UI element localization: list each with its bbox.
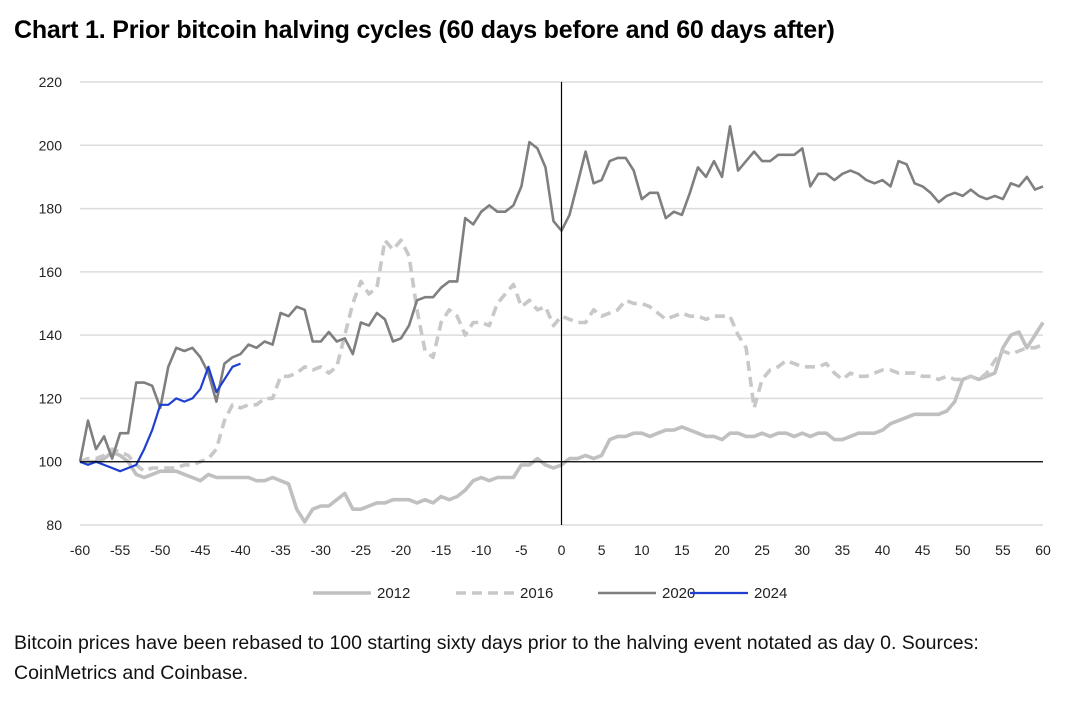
x-tick-label: -10 [471,542,491,558]
x-tick-label: 15 [674,542,690,558]
x-tick-label: 50 [955,542,971,558]
y-tick-label: 140 [39,327,63,343]
y-tick-label: 180 [39,201,63,217]
x-tick-label: -45 [190,542,210,558]
x-tick-label: -5 [515,542,528,558]
x-tick-label: 40 [875,542,891,558]
x-tick-label: -15 [431,542,451,558]
x-tick-label: -55 [110,542,130,558]
legend-label-2024: 2024 [754,585,787,602]
x-tick-label: 20 [714,542,730,558]
y-tick-label: 100 [39,454,63,470]
x-tick-label: -40 [230,542,250,558]
x-tick-label: 25 [754,542,770,558]
x-tick-label: 10 [634,542,650,558]
y-tick-label: 120 [39,390,63,406]
x-tick-label: 0 [558,542,566,558]
series-line-2016 [79,238,1044,474]
y-tick-label: 160 [39,264,63,280]
chart-caption: Bitcoin prices have been rebased to 100 … [14,632,979,684]
x-tick-label: -30 [311,542,331,558]
x-tick-label: -35 [271,542,291,558]
x-tick-label: -20 [391,542,411,558]
x-tick-label: 60 [1035,542,1051,558]
x-tick-label: -50 [150,542,170,558]
series-line-2024 [79,362,241,473]
legend: 2012 2016 2020 2024 [313,585,787,602]
legend-label-2016: 2016 [520,585,553,602]
y-tick-label: 80 [46,517,62,533]
chart-title: Chart 1. Prior bitcoin halving cycles (6… [14,16,835,44]
x-tick-label: 55 [995,542,1011,558]
y-tick-label: 220 [39,74,63,90]
x-tick-label: -25 [351,542,371,558]
x-tick-label: 30 [794,542,810,558]
x-tick-label: -60 [70,542,90,558]
x-tick-label: 5 [598,542,606,558]
y-tick-label: 200 [39,137,63,153]
legend-label-2020: 2020 [662,585,695,602]
x-tick-label: 45 [915,542,931,558]
x-tick-label: 35 [835,542,851,558]
legend-label-2012: 2012 [377,585,410,602]
